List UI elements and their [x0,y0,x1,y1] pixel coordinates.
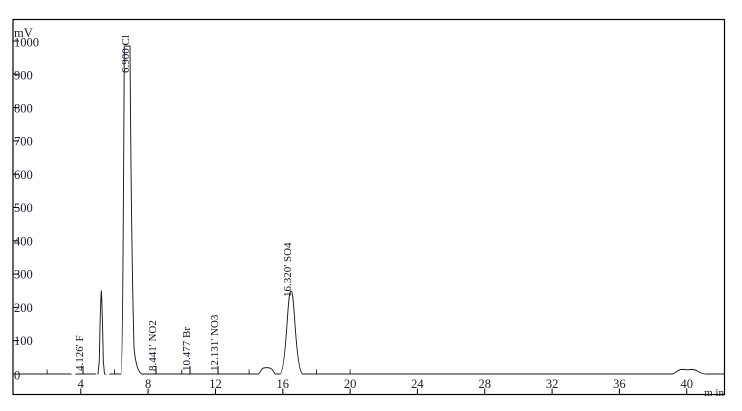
svg-text:32: 32 [546,377,559,391]
svg-text:12.131' NO3: 12.131' NO3 [209,314,221,371]
svg-text:300: 300 [14,268,33,282]
svg-text:20: 20 [344,377,357,391]
svg-text:500: 500 [14,201,33,215]
svg-text:0: 0 [14,369,20,383]
svg-text:800: 800 [14,102,33,116]
svg-text:8.441' NO2: 8.441' NO2 [147,320,159,371]
svg-text:40: 40 [680,377,693,391]
svg-text:10.477 Br: 10.477 Br [181,327,193,371]
svg-text:6.900 Cl: 6.900 Cl [120,35,132,73]
svg-text:12: 12 [209,377,222,391]
svg-text:16: 16 [277,377,290,391]
svg-text:24: 24 [411,377,424,391]
svg-text:4.126' F: 4.126' F [74,335,86,371]
svg-text:28: 28 [478,377,491,391]
svg-text:600: 600 [14,168,33,182]
svg-text:m in: m in [704,387,724,399]
svg-text:4: 4 [78,377,85,391]
svg-text:16.320' SO4: 16.320' SO4 [282,242,294,297]
svg-text:100: 100 [14,334,33,348]
svg-text:1000: 1000 [14,36,39,50]
svg-text:700: 700 [14,135,33,149]
svg-text:36: 36 [613,377,626,391]
svg-text:8: 8 [145,377,151,391]
svg-text:400: 400 [14,235,33,249]
svg-text:900: 900 [14,69,33,83]
svg-text:200: 200 [14,301,33,315]
